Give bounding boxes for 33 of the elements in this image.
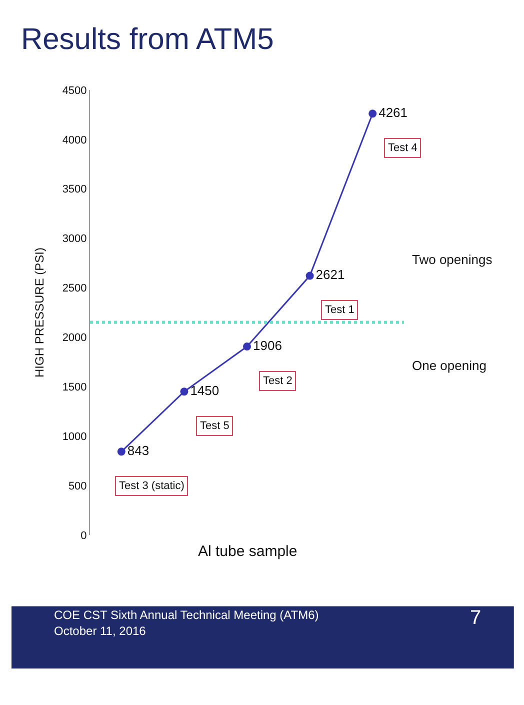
- annotation: Test 1: [325, 304, 354, 316]
- data-label: 1450: [190, 382, 220, 398]
- chart-title: Results from ATM5: [20, 23, 274, 56]
- text: October 11, 2016: [54, 624, 146, 638]
- text: 7: [470, 607, 482, 629]
- text: COE CST Sixth Annual Technical Meeting (ATM6): [54, 608, 319, 622]
- text: Al tube sample: [198, 543, 298, 560]
- point: [117, 448, 126, 456]
- text: One opening: [412, 358, 486, 373]
- y-tick-label: 2500: [62, 282, 87, 295]
- annotation: Test 3 (static): [119, 480, 184, 492]
- y-axis-title: HIGH PRESSURE (PSI): [32, 247, 47, 378]
- point: [243, 342, 251, 351]
- annotation: Test 4: [388, 142, 418, 154]
- y-tick-label: 2000: [62, 332, 87, 344]
- y-tick-label: 1000: [62, 430, 87, 443]
- y-tick-label: 4000: [62, 134, 87, 146]
- annotation: Test 5: [200, 420, 230, 432]
- point: [368, 110, 377, 118]
- data-label: 4261: [378, 104, 408, 120]
- text: Two openings: [412, 252, 493, 267]
- y-tick-label: 3500: [62, 184, 87, 196]
- data-label: 843: [127, 442, 150, 458]
- y-tick-label: 1500: [62, 382, 87, 394]
- data-label: 1906: [253, 338, 282, 353]
- y-tick-label: 500: [68, 480, 87, 492]
- point: [306, 272, 314, 280]
- annotation: Test 2: [263, 375, 292, 387]
- point: [180, 388, 188, 396]
- y-tick-label: 0: [80, 530, 87, 542]
- y-tick-label: 3000: [62, 233, 87, 246]
- y-tick-label: 4500: [62, 84, 87, 97]
- data-label: 2621: [316, 267, 345, 282]
